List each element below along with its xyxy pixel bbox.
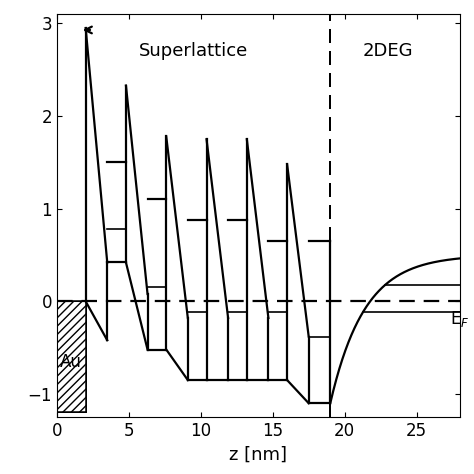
Text: Au: Au (60, 353, 82, 371)
X-axis label: z [nm]: z [nm] (229, 446, 287, 464)
Text: 2DEG: 2DEG (363, 42, 413, 60)
Text: E$_F$: E$_F$ (450, 309, 469, 329)
Text: Superlattice: Superlattice (139, 42, 248, 60)
